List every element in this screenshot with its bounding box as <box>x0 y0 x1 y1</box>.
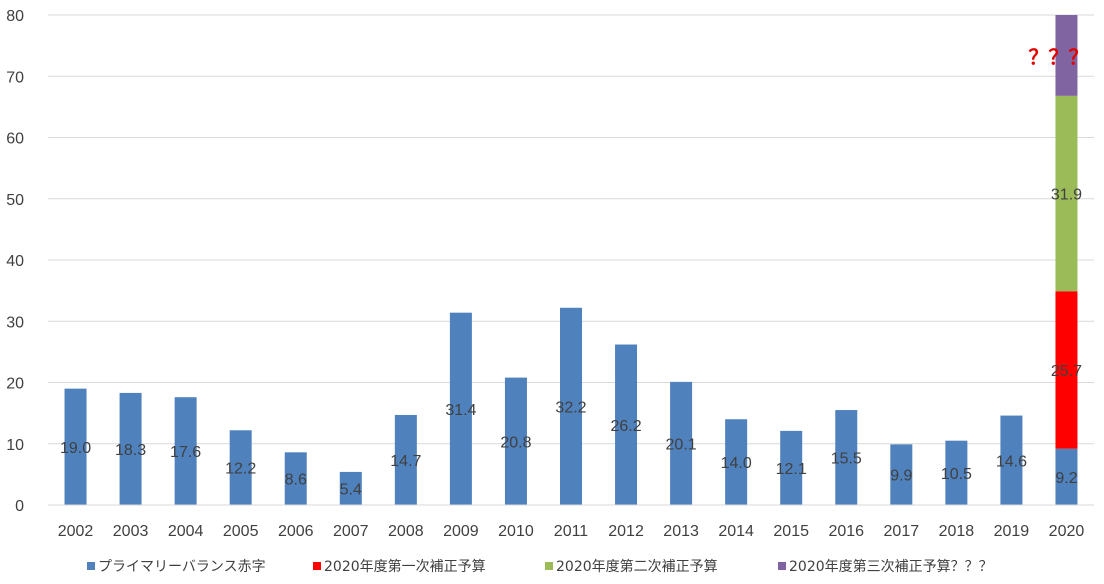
x-tick-label: 2019 <box>994 523 1030 540</box>
data-label: 9.2 <box>1055 470 1077 487</box>
bar-2008-series-1 <box>394 414 417 505</box>
x-tick-label: 2005 <box>223 523 259 540</box>
x-tick-label: 2004 <box>168 523 204 540</box>
bar-2007-series-1 <box>339 471 362 505</box>
legend-label: 2020年度第一次補正予算 <box>324 558 486 575</box>
data-label: 19.0 <box>60 440 91 457</box>
legend-swatch <box>545 562 553 570</box>
x-tick-label: 2007 <box>333 523 369 540</box>
bar-2006-series-1 <box>284 452 307 505</box>
data-label: 14.6 <box>996 453 1027 470</box>
y-tick-label: 80 <box>6 8 24 25</box>
x-tick-label: 2016 <box>828 523 864 540</box>
data-label: 9.9 <box>890 468 912 485</box>
bar-2010-series-1 <box>504 377 527 505</box>
data-label: 14.0 <box>721 455 752 472</box>
legend-swatch <box>313 562 321 570</box>
x-tick-label: 2015 <box>773 523 809 540</box>
data-label: 17.6 <box>170 444 201 461</box>
x-tick-label: 2009 <box>443 523 479 540</box>
data-label: 31.9 <box>1051 187 1082 204</box>
y-tick-label: 70 <box>6 69 24 86</box>
legend-label: 2020年度第三次補正予算？？？ <box>789 558 993 575</box>
bar-2020-series-2 <box>1055 291 1078 449</box>
y-tick-label: 30 <box>6 314 24 331</box>
data-label: 18.3 <box>115 442 146 459</box>
bar-2020-series-1 <box>1055 448 1078 505</box>
data-label: 31.4 <box>445 402 476 419</box>
data-label: 32.2 <box>555 399 586 416</box>
x-tick-label: 2002 <box>58 523 94 540</box>
y-axis-tick-labels: 0 10 20 30 40 50 60 70 80 <box>6 8 24 515</box>
bar-2020-series-3 <box>1055 95 1078 292</box>
bar-2015-series-1 <box>780 430 803 505</box>
data-label: 20.8 <box>500 434 531 451</box>
data-label: 20.1 <box>666 436 697 453</box>
legend-swatch <box>87 562 95 570</box>
y-tick-label: 60 <box>6 131 24 148</box>
data-label: 8.6 <box>285 472 307 489</box>
data-label: 12.2 <box>225 461 256 478</box>
data-labels: 19.0 18.3 17.6 12.2 8.6 5.4 14.7 31.4 20.8 32.2 26… <box>60 187 1082 499</box>
data-label: 10.5 <box>941 466 972 483</box>
x-tick-label: 2008 <box>388 523 424 540</box>
bar-2013-series-1 <box>670 381 693 505</box>
x-tick-label: 2012 <box>608 523 644 540</box>
x-tick-label: 2011 <box>554 523 589 540</box>
data-label: 12.1 <box>776 461 807 478</box>
data-label: 14.7 <box>390 453 421 470</box>
x-axis-tick-labels: 2002 2003 2004 2005 2006 2007 2008 2009 2010 2011… <box>58 523 1085 540</box>
legend-swatch <box>778 562 786 570</box>
y-tick-label: 50 <box>6 192 24 209</box>
data-label: 26.2 <box>610 418 641 435</box>
y-tick-label: 0 <box>15 498 24 515</box>
x-tick-label: 2006 <box>278 523 314 540</box>
legend: プライマリーバランス赤字 2020年度第一次補正予算 2020年度第二次補正予算 20… <box>87 558 993 575</box>
bar-2011-series-1 <box>560 307 582 505</box>
data-label: 25.7 <box>1051 363 1082 380</box>
bar-2003-series-1 <box>119 392 142 505</box>
bar-2014-series-1 <box>725 419 748 505</box>
x-tick-label: 2013 <box>663 523 699 540</box>
bar-2020-series-4 <box>1055 15 1078 96</box>
x-tick-label: 2014 <box>718 523 754 540</box>
bar-2005-series-1 <box>229 430 252 505</box>
y-tick-label: 20 <box>6 376 24 393</box>
bar-2016-series-1 <box>835 410 858 505</box>
bar-2019-series-1 <box>1000 415 1023 505</box>
bars <box>64 15 1078 505</box>
question-marks-annotation: ？？？ <box>1028 45 1088 69</box>
y-tick-label: 10 <box>6 437 24 454</box>
bar-2018-series-1 <box>945 440 968 505</box>
x-tick-label: 2018 <box>939 523 975 540</box>
bar-2009-series-1 <box>449 312 472 505</box>
data-label: 15.5 <box>831 451 862 468</box>
x-tick-label: 2020 <box>1049 523 1085 540</box>
x-tick-label: 2003 <box>113 523 149 540</box>
y-tick-label: 40 <box>6 253 24 270</box>
legend-label: 2020年度第二次補正予算 <box>556 558 718 575</box>
legend-label: プライマリーバランス赤字 <box>98 559 266 575</box>
bar-2004-series-1 <box>174 397 197 505</box>
bar-2012-series-1 <box>615 344 638 505</box>
x-tick-label: 2017 <box>884 523 920 540</box>
bar-2017-series-1 <box>890 444 913 505</box>
x-tick-label: 2010 <box>498 523 534 540</box>
bar-2002-series-1 <box>64 388 87 505</box>
data-label: 5.4 <box>340 481 362 498</box>
